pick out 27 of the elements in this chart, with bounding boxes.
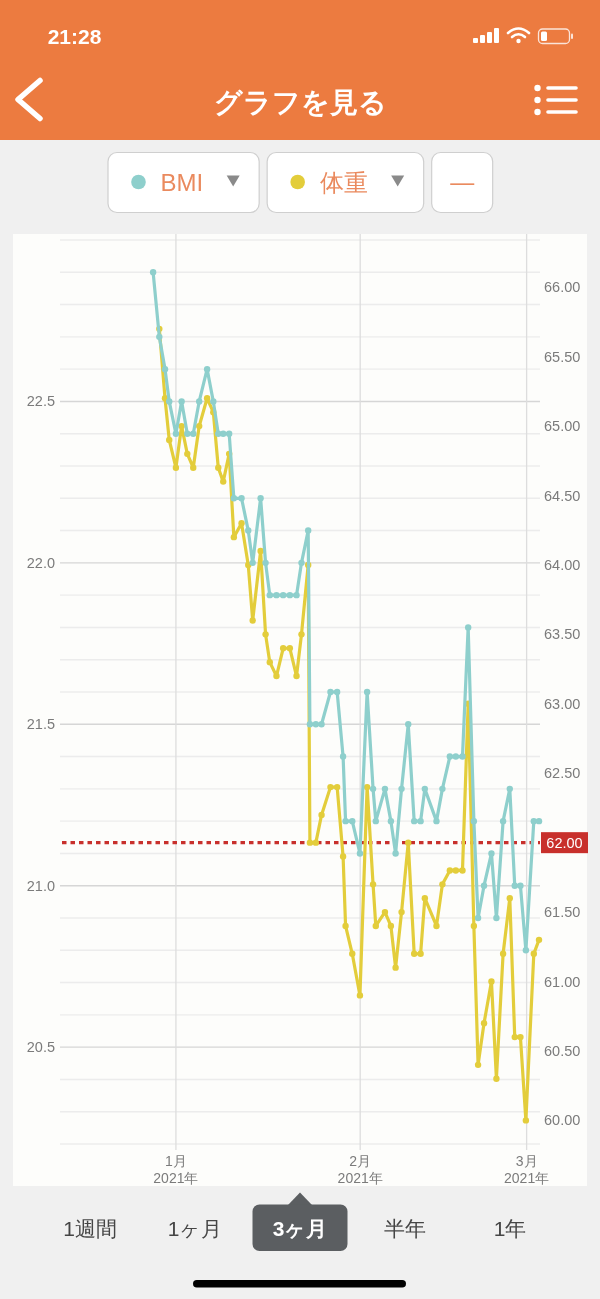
y2-tick-label: 61.00 (544, 973, 581, 990)
button: — (431, 151, 494, 214)
y2-tick-label: 66.00 (544, 279, 581, 296)
y2-tick-label: 65.00 (544, 418, 581, 435)
legend-label: 体重 (319, 168, 368, 196)
y-tick-label: 21.0 (26, 877, 55, 894)
y2-tick-label: 65.50 (544, 348, 581, 365)
y2-tick-label: 64.00 (544, 556, 581, 573)
y2-tick-label: 60.50 (544, 1042, 581, 1059)
x-tick-label: 1月 2021年 (153, 1153, 199, 1186)
y-tick-label: 22.0 (26, 554, 55, 571)
y2-tick-label: 62.50 (544, 765, 581, 782)
y2-tick-label: 61.50 (544, 904, 581, 921)
y-tick-label: 21.5 (26, 716, 55, 733)
ref-line-label: 62.00 (546, 834, 583, 851)
y-tick-label: 22.5 (26, 393, 55, 410)
y2-tick-label: 64.50 (544, 487, 581, 504)
x-tick-label: 2月 2021年 (337, 1153, 383, 1186)
ref-line-label: 62.00 (541, 832, 588, 854)
y2-tick-label: 63.00 (544, 695, 581, 712)
chart-title: グラフを見る (213, 87, 387, 118)
text: 21:28 (47, 24, 102, 48)
legend-label: BMI (160, 168, 204, 196)
y2-tick-label: 63.50 (544, 626, 581, 643)
y-tick-label: 20.5 (26, 1039, 55, 1056)
x-tick-label: 3月 2021年 (504, 1153, 550, 1186)
y2-tick-label: 60.00 (544, 1112, 581, 1129)
